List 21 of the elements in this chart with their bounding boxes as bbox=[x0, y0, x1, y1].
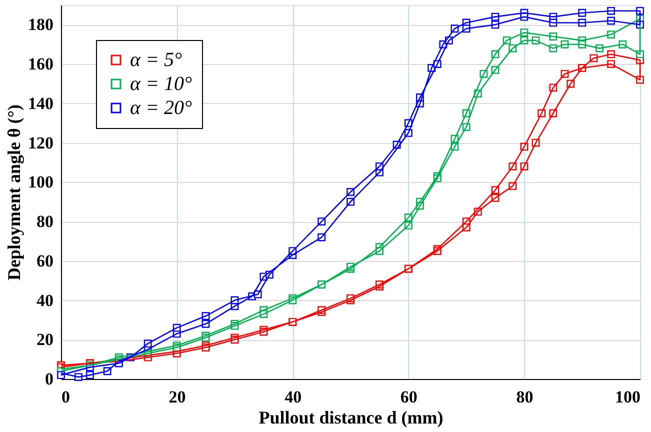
y-tick-label: 80 bbox=[36, 212, 54, 232]
y-axis-title: Deployment angle θ (°) bbox=[4, 104, 24, 281]
y-tick-label: 20 bbox=[36, 330, 54, 350]
y-tick-label: 100 bbox=[28, 172, 54, 192]
y-tick-label: 140 bbox=[28, 94, 54, 113]
x-tick-label: 0 bbox=[62, 388, 70, 406]
x-tick-label: 100 bbox=[615, 388, 640, 406]
y-tick-label: 120 bbox=[28, 133, 54, 152]
y-tick-label: 40 bbox=[36, 290, 54, 310]
x-tick-label: 60 bbox=[400, 388, 418, 406]
x-tick-label: 20 bbox=[168, 388, 186, 406]
x-tick-label: 40 bbox=[284, 388, 302, 406]
y-tick-label: 180 bbox=[28, 15, 54, 34]
legend-label: α = 20° bbox=[130, 97, 192, 119]
legend-label: α = 10° bbox=[130, 73, 192, 95]
x-tick-label: 80 bbox=[516, 388, 534, 406]
legend-label: α = 5° bbox=[130, 49, 182, 71]
y-tick-label: 160 bbox=[28, 54, 54, 74]
x-axis-title: Pullout distance d (mm) bbox=[258, 408, 444, 428]
y-tick-label: 60 bbox=[36, 251, 54, 270]
y-tick-label: 0 bbox=[45, 370, 54, 388]
